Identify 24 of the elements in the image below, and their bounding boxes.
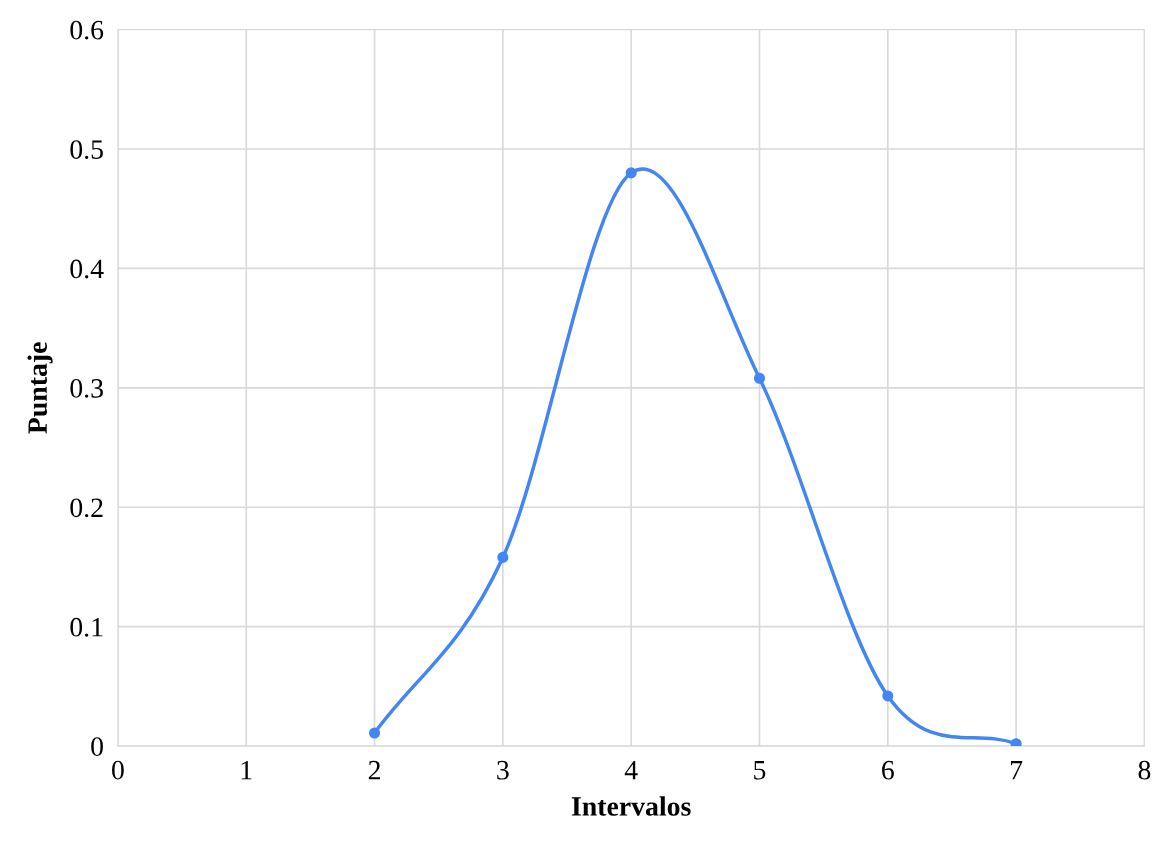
y-tick-label: 0.6 — [70, 20, 104, 40]
x-tick-label: 1 — [241, 760, 252, 780]
y-tick-label: 0 — [91, 737, 103, 757]
y-tick-label: 0.2 — [70, 498, 103, 518]
point — [625, 167, 637, 179]
x-axis-title: Intervalos — [571, 796, 691, 816]
y-tick-label: 0.3 — [70, 378, 103, 398]
x-tick-label: 5 — [754, 761, 766, 780]
y-tick-label: 0.5 — [70, 140, 103, 159]
point — [882, 690, 894, 702]
point — [1010, 738, 1022, 747]
y-tick-label: 0.1 — [70, 617, 103, 637]
x-tick-label: 8 — [1138, 760, 1151, 780]
point — [368, 727, 381, 739]
x-tick-label: 6 — [882, 760, 894, 780]
x-tick-label: 4 — [624, 760, 638, 780]
point — [497, 551, 509, 563]
y-axis-title: Puntaje — [27, 342, 53, 434]
y-tick-label: 0.4 — [70, 259, 104, 279]
x-tick-label: 0 — [112, 760, 124, 780]
x-tick-label: 3 — [497, 760, 509, 780]
x-tick-label: 2 — [368, 760, 380, 780]
x-tick-label: 7 — [1011, 761, 1023, 780]
point — [753, 372, 766, 384]
